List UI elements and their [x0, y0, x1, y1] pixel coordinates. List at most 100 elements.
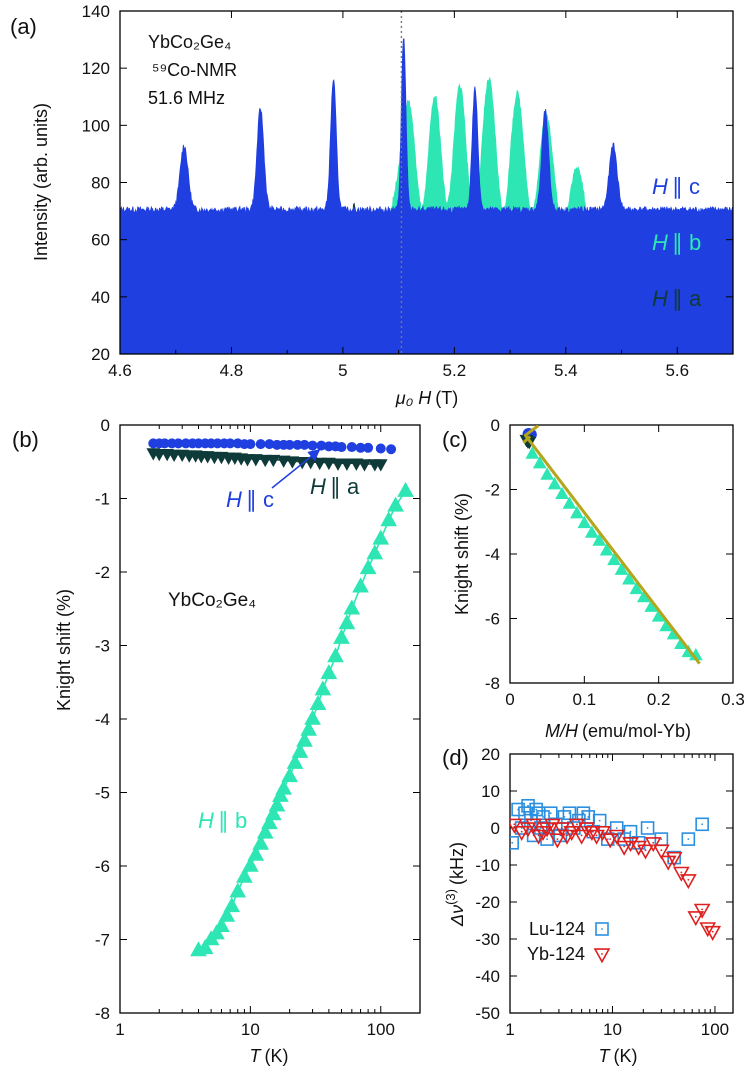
data-point	[264, 805, 282, 821]
data-point-dot	[646, 827, 649, 829]
data-point	[316, 440, 327, 451]
y-tick-label: 40	[91, 288, 110, 307]
data-point	[266, 454, 281, 468]
series-label: H ∥ c	[652, 174, 700, 199]
series-circle	[148, 438, 397, 455]
data-point-dot	[660, 849, 663, 852]
panel-d-plot	[510, 798, 722, 941]
data-point	[225, 438, 236, 449]
series-label: H ∥ b	[198, 808, 247, 833]
data-point	[608, 829, 626, 845]
data-point-dot	[687, 838, 690, 840]
series-label-symbol: H	[310, 474, 326, 499]
panel-label: (d)	[442, 745, 469, 770]
data-point	[248, 454, 263, 467]
data-point	[304, 709, 321, 725]
data-point	[346, 442, 357, 453]
data-point	[622, 837, 639, 853]
data-point-dot	[629, 830, 632, 833]
data-point	[693, 903, 711, 919]
data-point-dot	[701, 823, 704, 826]
y-axis-label-unit: (kHz)	[447, 842, 467, 885]
data-point-dot	[568, 812, 571, 815]
data-point	[284, 439, 295, 450]
legend-marker-dot	[601, 953, 603, 955]
data-point	[375, 443, 386, 454]
y-tick-label: -1	[95, 490, 110, 509]
data-point-dot	[520, 830, 523, 833]
data-point	[562, 496, 577, 509]
data-point	[599, 543, 614, 556]
data-point	[236, 867, 253, 883]
data-point-dot	[587, 816, 590, 818]
data-point	[513, 825, 531, 842]
y-tick-label: -10	[475, 856, 500, 875]
annotation-line: ⁵⁹Co-NMR	[152, 60, 237, 80]
data-point	[281, 767, 298, 783]
y-tick-label: -8	[485, 674, 500, 693]
data-point	[333, 628, 350, 644]
x-axis-label: T (K)	[599, 1046, 638, 1066]
y-tick-label: 20	[481, 745, 500, 764]
y-tick-label: 10	[481, 782, 500, 801]
y-tick-label: 0	[491, 819, 500, 838]
data-point	[570, 506, 584, 519]
x-tick-label: 10	[603, 1020, 622, 1039]
data-point	[196, 939, 214, 955]
y-tick-label: 0	[491, 416, 500, 435]
data-point-dot	[623, 845, 626, 848]
data-point-dot	[511, 841, 514, 844]
data-point	[159, 438, 170, 449]
y-axis-label: Knight shift (%)	[452, 493, 472, 615]
data-point	[272, 786, 289, 802]
x-axis-label-symbol: T	[250, 1046, 263, 1066]
data-point-dot	[527, 804, 529, 807]
data-point-dot	[556, 838, 559, 840]
data-point-dot	[615, 834, 618, 837]
data-point	[614, 562, 629, 575]
data-point	[529, 802, 543, 817]
series-triangle-down	[146, 448, 388, 472]
x-axis-label-unit: (T)	[435, 388, 458, 408]
data-point	[240, 454, 255, 467]
data-point	[372, 529, 390, 545]
y-axis-label: Δν(3) (kHz)	[443, 842, 467, 927]
panel-b-frame	[119, 424, 421, 1014]
data-point	[264, 439, 275, 450]
data-point-dot	[535, 808, 538, 811]
data-point-dot	[694, 915, 697, 918]
data-point	[578, 822, 596, 838]
panel-c-plot	[519, 425, 703, 665]
data-point	[588, 829, 605, 845]
y-axis-label-symbol: Δν	[447, 905, 467, 927]
x-tick-label: 4.6	[108, 361, 132, 380]
x-tick-label: 0	[505, 690, 514, 709]
x-axis-label-unit: (K)	[614, 1046, 638, 1066]
data-point-dot	[537, 834, 540, 837]
data-point-dot	[546, 827, 548, 829]
y-tick-label: -20	[475, 893, 500, 912]
data-point	[387, 496, 404, 512]
x-tick-label: 0.2	[647, 690, 671, 709]
data-point	[167, 449, 181, 463]
series-label: H ∥ b	[652, 230, 701, 255]
data-point	[521, 798, 535, 813]
data-point	[510, 818, 523, 834]
data-point	[607, 552, 621, 566]
x-axis-label-symbol: M/H	[545, 721, 579, 741]
data-point	[653, 844, 670, 860]
legend-marker	[593, 948, 611, 964]
annotation-line: 51.6 MHz	[148, 88, 225, 108]
y-tick-label: -7	[95, 931, 110, 950]
data-point-dot	[527, 827, 529, 829]
data-point-dot	[598, 819, 601, 822]
x-tick-label: 5.6	[665, 361, 689, 380]
data-point	[359, 559, 377, 575]
data-point	[255, 439, 266, 450]
y-tick-label: -4	[95, 710, 110, 729]
data-point	[640, 821, 655, 835]
data-point	[704, 925, 722, 941]
y-tick-label: -2	[95, 563, 110, 582]
data-point-dot	[687, 878, 690, 881]
data-point-dot	[542, 816, 544, 818]
